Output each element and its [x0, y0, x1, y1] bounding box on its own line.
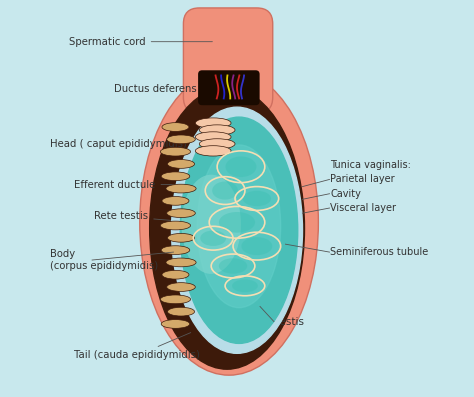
- Ellipse shape: [166, 258, 196, 267]
- Ellipse shape: [167, 283, 195, 291]
- Ellipse shape: [195, 146, 231, 156]
- Ellipse shape: [167, 307, 194, 316]
- Ellipse shape: [162, 123, 189, 131]
- Text: Spermatic cord: Spermatic cord: [69, 37, 212, 47]
- Text: Parietal layer: Parietal layer: [330, 174, 395, 185]
- Ellipse shape: [182, 175, 241, 274]
- Ellipse shape: [160, 147, 191, 156]
- Ellipse shape: [241, 237, 273, 255]
- Ellipse shape: [195, 132, 231, 142]
- Ellipse shape: [167, 160, 194, 168]
- Ellipse shape: [226, 156, 256, 177]
- FancyBboxPatch shape: [198, 70, 260, 105]
- Text: Body
(corpus epididymidis): Body (corpus epididymidis): [50, 249, 158, 271]
- Ellipse shape: [197, 145, 281, 308]
- Ellipse shape: [160, 221, 191, 230]
- Ellipse shape: [162, 197, 189, 205]
- Ellipse shape: [180, 117, 298, 343]
- Text: Head ( caput epididymidis): Head ( caput epididymidis): [50, 139, 201, 149]
- Text: Rete testis: Rete testis: [94, 211, 192, 222]
- Ellipse shape: [172, 107, 302, 353]
- Ellipse shape: [167, 209, 195, 218]
- Ellipse shape: [167, 135, 195, 144]
- Ellipse shape: [150, 87, 304, 369]
- Ellipse shape: [162, 270, 189, 279]
- Text: Efferent ductule: Efferent ductule: [74, 179, 184, 190]
- Ellipse shape: [199, 139, 235, 149]
- FancyBboxPatch shape: [183, 8, 273, 113]
- Ellipse shape: [219, 212, 255, 233]
- Ellipse shape: [199, 125, 235, 135]
- Text: Testis: Testis: [275, 316, 304, 327]
- Text: Ductus deferens: Ductus deferens: [114, 84, 209, 94]
- Ellipse shape: [219, 258, 247, 274]
- Ellipse shape: [232, 279, 258, 292]
- Ellipse shape: [243, 191, 271, 206]
- Ellipse shape: [140, 69, 319, 375]
- Ellipse shape: [161, 246, 190, 254]
- Text: Tunica vaginalis:: Tunica vaginalis:: [330, 160, 411, 170]
- Text: Visceral layer: Visceral layer: [330, 203, 396, 213]
- Ellipse shape: [195, 118, 231, 128]
- Ellipse shape: [212, 181, 238, 200]
- Ellipse shape: [166, 184, 196, 193]
- Ellipse shape: [201, 230, 226, 246]
- Text: Cavity: Cavity: [330, 189, 361, 199]
- Text: Tail (cauda epididymidis): Tail (cauda epididymidis): [74, 333, 200, 360]
- Ellipse shape: [160, 295, 191, 304]
- Ellipse shape: [161, 320, 190, 328]
- Ellipse shape: [161, 172, 190, 181]
- Text: Seminiferous tubule: Seminiferous tubule: [330, 247, 428, 257]
- Ellipse shape: [167, 233, 194, 242]
